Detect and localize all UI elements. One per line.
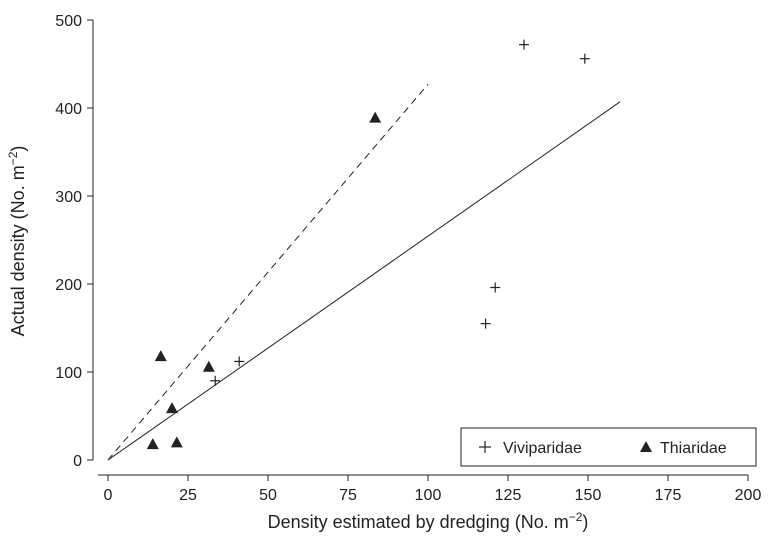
data-points (146, 39, 590, 450)
legend: Viviparidae Thiaridae (460, 427, 757, 467)
x-tick-label: 25 (179, 487, 197, 504)
y-tick-label: 400 (55, 101, 82, 118)
y-tick-label: 100 (55, 365, 82, 382)
viviparidae-point (234, 356, 245, 367)
legend-plus-marker (479, 441, 491, 453)
viviparidae-point (210, 375, 221, 386)
x-tick-label: 75 (339, 487, 357, 504)
axes: 0 25 50 75 100 125 150 175 200 0 100 200 300 400 500 (55, 13, 761, 504)
reference-lines (107, 83, 621, 461)
x-tick-label: 50 (259, 487, 277, 504)
thiaridae-point (154, 350, 167, 362)
thiaridae-point (146, 438, 159, 450)
y-tick-label: 300 (55, 189, 82, 206)
viviparidae-point (480, 318, 491, 329)
thiaridae-point (202, 360, 215, 372)
x-tick-label: 0 (104, 487, 113, 504)
y-tick-label: 200 (55, 277, 82, 294)
thiaridae-point (170, 436, 183, 448)
x-axis-title: Density estimated by dredging (No. m−2) (268, 510, 589, 532)
x-tick-label: 150 (575, 487, 602, 504)
viviparidae-point (519, 39, 529, 50)
x-tick-label: 175 (655, 487, 682, 504)
y-axis-title: Actual density (No. m−2) (6, 146, 28, 337)
legend-label-viviparidae: Viviparidae (503, 440, 582, 457)
thiaridae-point (369, 111, 382, 123)
thiaridae-point (166, 402, 178, 414)
solid-regression-line (107, 101, 621, 461)
legend-box (460, 427, 757, 467)
legend-triangle-marker (640, 441, 652, 452)
x-tick-label: 200 (735, 487, 762, 504)
x-tick-label: 125 (495, 487, 522, 504)
y-tick-label: 500 (55, 13, 82, 30)
dashed-reference-line (107, 83, 429, 461)
legend-label-thiaridae: Thiaridae (660, 440, 727, 457)
viviparidae-point (490, 282, 501, 293)
x-tick-label: 100 (415, 487, 442, 504)
viviparidae-point (579, 53, 590, 64)
y-tick-label: 0 (73, 453, 82, 470)
